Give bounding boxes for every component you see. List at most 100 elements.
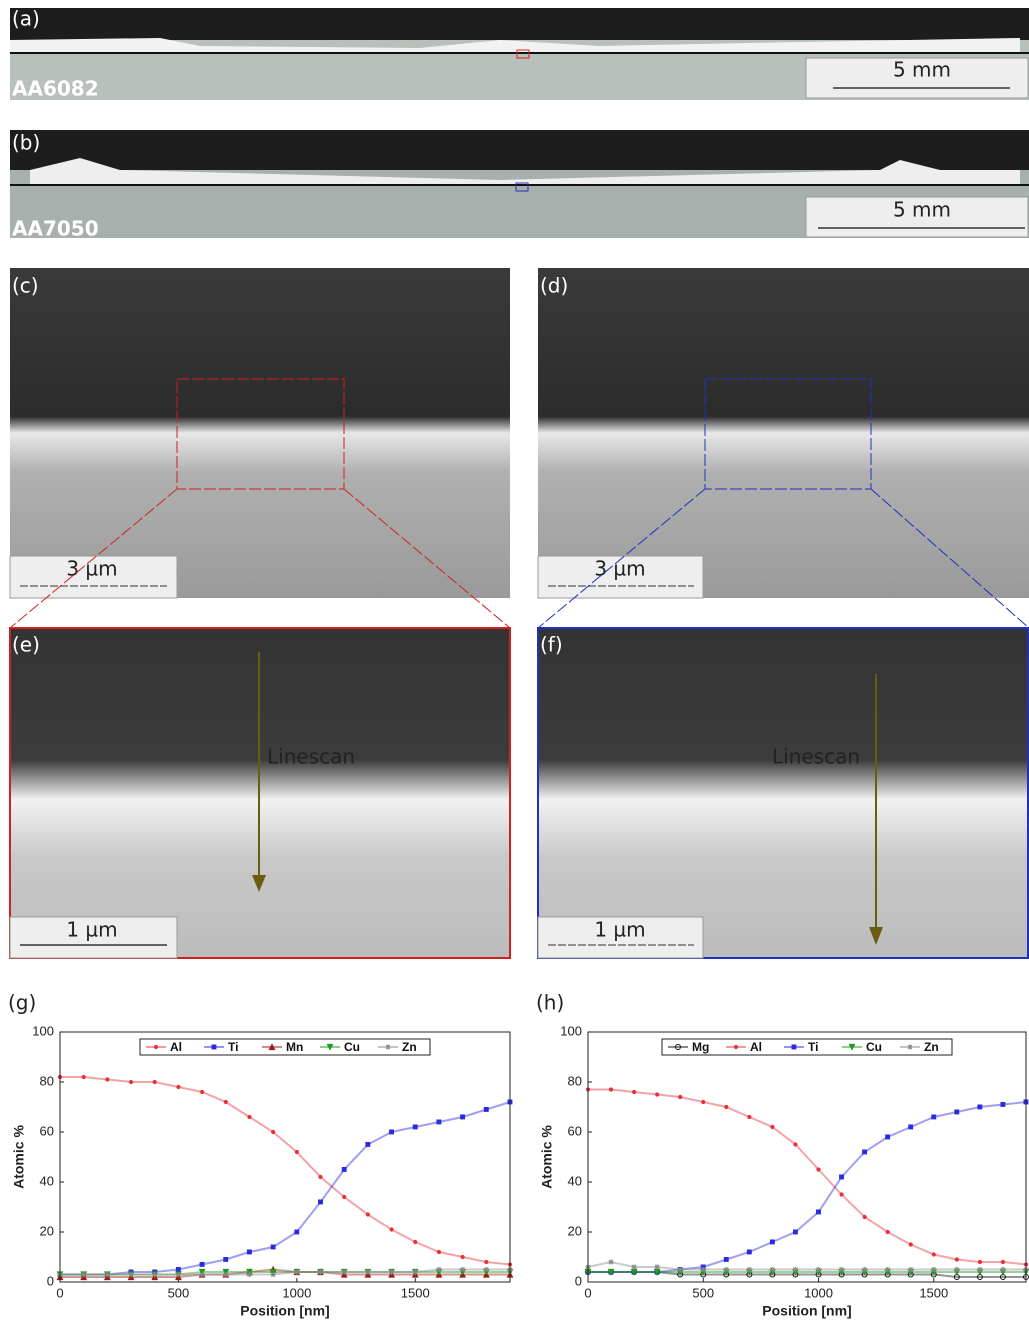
sem-e: Linescan (e) 1 µm bbox=[10, 628, 510, 958]
marker bbox=[414, 1240, 417, 1243]
y-tick-label: 20 bbox=[40, 1223, 54, 1238]
marker bbox=[863, 1215, 866, 1218]
alloy-label: AA7050 bbox=[12, 217, 99, 241]
marker bbox=[152, 1272, 157, 1277]
annotation: Linescan bbox=[772, 745, 860, 769]
marker bbox=[390, 1228, 393, 1231]
marker bbox=[1000, 1267, 1005, 1272]
marker bbox=[437, 1250, 440, 1253]
y-tick-label: 20 bbox=[568, 1223, 582, 1238]
marker bbox=[839, 1267, 844, 1272]
marker bbox=[724, 1258, 728, 1262]
marker bbox=[343, 1195, 346, 1198]
marker bbox=[461, 1255, 464, 1258]
marker bbox=[247, 1272, 252, 1277]
y-tick-label: 0 bbox=[575, 1273, 582, 1288]
x-tick-label: 500 bbox=[168, 1285, 190, 1300]
marker bbox=[932, 1115, 936, 1119]
marker bbox=[223, 1272, 228, 1277]
marker bbox=[247, 1250, 251, 1254]
marker bbox=[484, 1108, 488, 1112]
y-tick-label: 80 bbox=[40, 1073, 54, 1088]
annotation: Linescan bbox=[267, 745, 355, 769]
marker bbox=[272, 1130, 275, 1133]
marker bbox=[105, 1272, 110, 1277]
panel-label: (f) bbox=[540, 633, 563, 657]
x-axis-label: Position [nm] bbox=[762, 1303, 851, 1319]
marker bbox=[793, 1267, 798, 1272]
marker bbox=[909, 1125, 913, 1129]
marker bbox=[909, 1243, 912, 1246]
marker bbox=[1001, 1103, 1005, 1107]
marker bbox=[294, 1269, 299, 1274]
marker bbox=[770, 1267, 775, 1272]
y-tick-label: 100 bbox=[560, 1023, 582, 1038]
y-tick-label: 40 bbox=[40, 1173, 54, 1188]
macro-a: (a) AA6082 5 mm bbox=[10, 7, 1029, 101]
series-line bbox=[588, 1090, 1026, 1265]
x-tick-label: 0 bbox=[584, 1285, 591, 1300]
scale-label: 1 µm bbox=[66, 918, 117, 942]
legend-label: Zn bbox=[402, 1040, 417, 1054]
y-tick-label: 60 bbox=[568, 1123, 582, 1138]
marker bbox=[955, 1258, 958, 1261]
marker bbox=[747, 1267, 752, 1272]
marker bbox=[366, 1143, 370, 1147]
marker bbox=[771, 1125, 774, 1128]
x-axis-label: Position [nm] bbox=[240, 1303, 329, 1319]
marker bbox=[747, 1250, 751, 1254]
y-tick-label: 80 bbox=[568, 1073, 582, 1088]
marker bbox=[725, 1105, 728, 1108]
marker bbox=[485, 1260, 488, 1263]
page: {"panels":{ "a":{"label":"(a)","alloy":"… bbox=[0, 0, 1029, 1328]
marker bbox=[461, 1115, 465, 1119]
marker bbox=[840, 1193, 843, 1196]
legend-label: Cu bbox=[344, 1040, 360, 1054]
marker bbox=[436, 1267, 441, 1272]
marker bbox=[106, 1078, 109, 1081]
x-tick-label: 1500 bbox=[401, 1285, 430, 1300]
marker bbox=[978, 1260, 981, 1263]
marker bbox=[632, 1264, 637, 1269]
legend-label: Ti bbox=[808, 1040, 818, 1054]
scale-label: 1 µm bbox=[594, 918, 645, 942]
marker bbox=[484, 1267, 489, 1272]
marker bbox=[342, 1168, 346, 1172]
y-axis-label: Atomic % bbox=[539, 1125, 555, 1189]
marker bbox=[342, 1269, 347, 1274]
legend-label: Zn bbox=[924, 1040, 939, 1054]
x-tick-label: 1000 bbox=[282, 1285, 311, 1300]
marker bbox=[128, 1272, 133, 1277]
marker bbox=[954, 1267, 959, 1272]
marker bbox=[770, 1240, 774, 1244]
marker bbox=[318, 1269, 323, 1274]
panel-label: (a) bbox=[12, 7, 40, 31]
marker bbox=[817, 1168, 820, 1171]
legend-label: Mn bbox=[286, 1040, 303, 1054]
marker bbox=[955, 1110, 959, 1114]
marker bbox=[907, 1044, 912, 1049]
marker bbox=[154, 1045, 157, 1048]
marker bbox=[153, 1080, 156, 1083]
marker bbox=[413, 1269, 418, 1274]
marker bbox=[863, 1150, 867, 1154]
panel-label: (h) bbox=[536, 991, 564, 1015]
marker bbox=[389, 1269, 394, 1274]
y-tick-label: 40 bbox=[568, 1173, 582, 1188]
panel-label: (b) bbox=[12, 131, 40, 155]
marker bbox=[176, 1268, 180, 1272]
scale-label: 5 mm bbox=[893, 198, 951, 222]
series-line bbox=[588, 1102, 1026, 1272]
y-axis-label: Atomic % bbox=[11, 1125, 27, 1189]
marker bbox=[271, 1272, 276, 1277]
marker bbox=[295, 1230, 299, 1234]
marker bbox=[701, 1267, 706, 1272]
marker bbox=[840, 1175, 844, 1179]
marker bbox=[295, 1150, 298, 1153]
marker bbox=[609, 1088, 612, 1091]
marker bbox=[655, 1264, 660, 1269]
marker bbox=[978, 1105, 982, 1109]
marker bbox=[129, 1080, 132, 1083]
marker bbox=[977, 1267, 982, 1272]
marker bbox=[656, 1093, 659, 1096]
